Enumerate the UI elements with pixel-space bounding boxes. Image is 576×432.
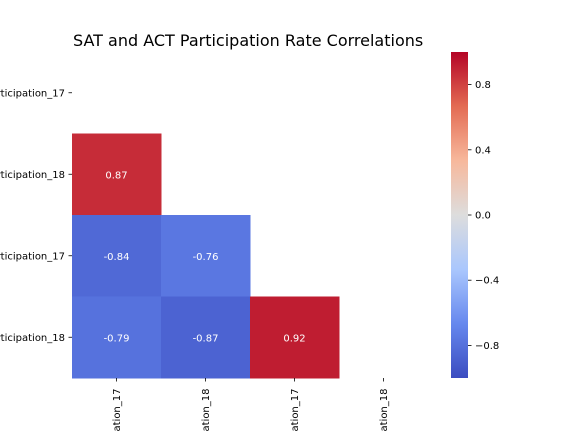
heatmap-cell <box>72 133 162 216</box>
y-tick-label: participation_17 <box>0 88 65 99</box>
heatmap-cells: 0.87 -0.84 -0.76 -0.79 -0.87 0.92 <box>72 133 340 379</box>
colorbar-tick-label: −0.8 <box>475 341 499 352</box>
heatmap-cell <box>72 296 162 379</box>
heatmap-cell <box>250 296 340 379</box>
y-tick-label: participation_18 <box>0 333 65 344</box>
x-tick-label: participation_17 <box>290 389 301 432</box>
heatmap-cell <box>161 215 251 297</box>
y-tick-label: participation_18 <box>0 170 65 181</box>
cell-value-label: -0.84 <box>104 252 130 263</box>
chart-title: SAT and ACT Participation Rate Correlati… <box>73 31 423 50</box>
colorbar-tick-label: −0.4 <box>475 276 499 287</box>
cell-value-label: -0.76 <box>193 252 219 263</box>
x-tick-label: participation_18 <box>201 389 212 432</box>
x-tick-label: participation_18 <box>379 389 390 432</box>
colorbar-tick-label: 0.0 <box>475 211 491 222</box>
y-tick-label: participation_17 <box>0 251 65 262</box>
cell-value-label: 0.87 <box>105 170 127 181</box>
x-tick-label: participation_17 <box>112 389 123 432</box>
x-axis-tick-labels: participation_17 participation_18 particip… <box>112 378 390 432</box>
colorbar-tick-label: 0.4 <box>475 145 491 156</box>
cell-value-label: -0.87 <box>193 333 219 344</box>
cell-value-label: -0.79 <box>104 333 130 344</box>
colorbar-ticks: 0.8 0.4 0.0 −0.4 −0.8 <box>468 80 499 352</box>
heatmap-cell <box>161 296 251 379</box>
colorbar <box>451 52 468 378</box>
heatmap-cell <box>72 215 162 297</box>
y-axis-tick-labels: participation_17 participation_18 particip… <box>0 88 72 344</box>
colorbar-tick-label: 0.8 <box>475 80 491 91</box>
cell-value-label: 0.92 <box>283 333 305 344</box>
